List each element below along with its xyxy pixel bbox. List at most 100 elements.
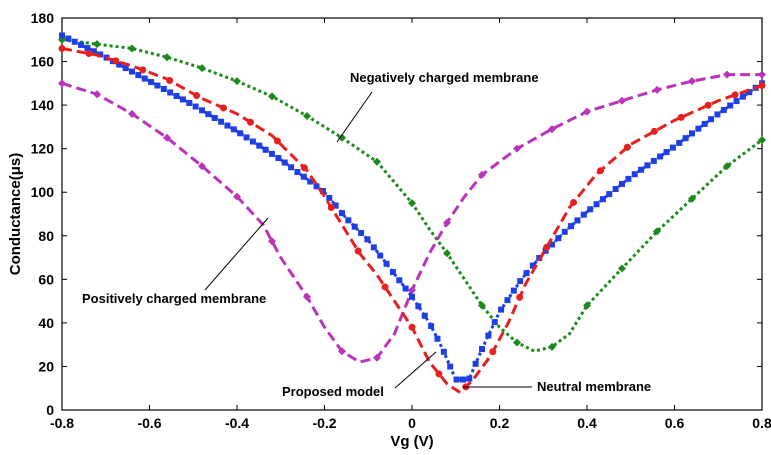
data-point (256, 142, 263, 149)
data-point (421, 312, 428, 319)
data-point (657, 153, 664, 160)
data-point (623, 143, 631, 151)
y-tick-label: 100 (31, 184, 55, 200)
data-point (542, 247, 549, 254)
data-point (434, 335, 441, 342)
data-point (303, 292, 311, 301)
data-point (233, 77, 241, 86)
x-axis-title: Vg (V) (390, 433, 433, 450)
data-point (198, 162, 206, 171)
y-tick-label: 80 (38, 228, 54, 244)
series-proposed-model (59, 32, 765, 383)
x-tick-label: -0.8 (50, 415, 74, 431)
data-point (402, 285, 409, 292)
data-point (249, 138, 256, 145)
data-point (731, 91, 739, 99)
data-point (129, 68, 135, 75)
y-tick-label: 60 (38, 271, 54, 287)
annotation-label: Negatively charged membrane (350, 70, 539, 85)
y-tick-label: 180 (31, 10, 55, 26)
data-point (58, 44, 66, 52)
data-point (583, 107, 591, 116)
data-point (638, 166, 645, 173)
data-point (408, 286, 416, 295)
x-tick-label: 0.8 (752, 415, 771, 431)
series-positively-charged-membrane (58, 70, 766, 364)
data-point (631, 171, 638, 178)
data-point (723, 70, 731, 79)
data-point (370, 244, 377, 251)
data-point (644, 162, 651, 169)
data-point (211, 114, 218, 121)
x-tick-label: -0.2 (312, 415, 336, 431)
x-tick-label: 0.6 (665, 415, 685, 431)
data-point (714, 111, 721, 118)
data-point (587, 206, 594, 213)
data-point (167, 89, 174, 96)
y-tick-label: 140 (31, 97, 55, 113)
data-point (443, 218, 451, 227)
y-tick-label: 20 (38, 358, 54, 374)
data-point (408, 323, 416, 331)
y-tick-label: 40 (38, 315, 54, 331)
data-point (606, 191, 613, 198)
data-point (523, 270, 530, 277)
data-point (478, 301, 486, 310)
data-point (166, 76, 174, 84)
data-point (220, 104, 228, 112)
data-point (688, 77, 696, 86)
annotation-label: Proposed model (282, 384, 384, 399)
data-point (230, 126, 237, 133)
data-point (246, 118, 254, 126)
data-point (71, 38, 78, 45)
data-point (612, 186, 619, 193)
data-point (516, 293, 524, 301)
data-point (510, 287, 517, 294)
data-point (435, 370, 443, 378)
data-point (243, 134, 250, 141)
data-point (389, 269, 396, 276)
series-line (61, 34, 763, 382)
x-tick-label: 0.2 (490, 415, 510, 431)
data-point (128, 109, 136, 118)
data-point (580, 211, 587, 218)
data-point (199, 107, 205, 114)
series-line (61, 73, 762, 364)
y-axis-title: Conductance(μs) (7, 153, 24, 276)
data-point (262, 146, 269, 153)
x-tick-label: 0.4 (577, 415, 597, 431)
data-point (97, 51, 104, 58)
annotation-layer: Negatively charged membrane Positively ch… (82, 70, 651, 399)
data-point (313, 183, 320, 190)
data-point (543, 243, 551, 251)
data-point (447, 363, 454, 370)
annotation-leader-line (336, 91, 373, 143)
data-point (733, 98, 740, 105)
data-point (326, 194, 333, 201)
data-point (472, 360, 479, 367)
data-point (453, 376, 460, 383)
data-point (345, 217, 352, 224)
annotation-label: Neutral membrane (537, 379, 651, 394)
data-point (141, 75, 148, 82)
annotation-leader-line (204, 217, 269, 291)
data-point (135, 72, 142, 79)
data-point (548, 342, 556, 351)
data-point (677, 113, 685, 121)
data-point (489, 348, 497, 356)
data-point (688, 194, 696, 203)
data-point (478, 170, 486, 179)
annotation-leader-line (394, 351, 437, 389)
data-point (237, 130, 244, 137)
data-point (163, 53, 171, 62)
data-point (269, 150, 275, 157)
data-point (720, 106, 727, 113)
data-point (596, 167, 604, 175)
axis-ticks: -0.8 -0.6 -0.4 -0.2 0 0.2 0.4 0.6 0.8 0 20 40 60 80 10… (31, 10, 771, 431)
data-point (408, 199, 416, 208)
data-point (338, 133, 346, 142)
data-point (513, 338, 521, 347)
data-point (294, 169, 301, 176)
data-point (570, 198, 578, 206)
